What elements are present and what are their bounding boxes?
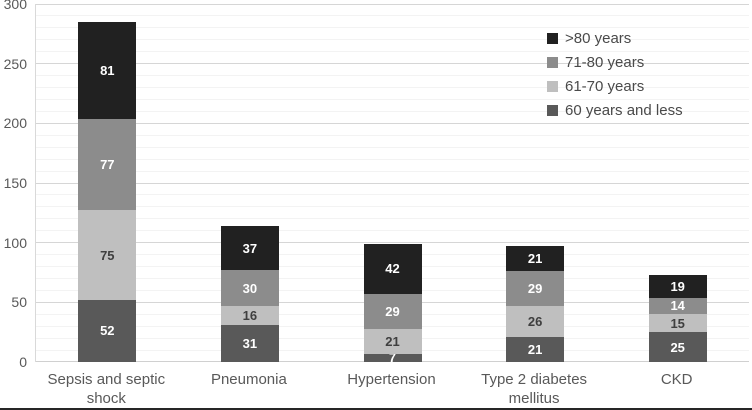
segment-value-label: 19 [670, 278, 685, 294]
bar-segment: 29 [363, 294, 422, 329]
segment-value-label: 21 [527, 341, 543, 357]
stacked-bar: 31 16 30 37 [220, 4, 279, 362]
gridline [36, 194, 749, 196]
bar-segment: 26 [506, 305, 565, 337]
gridline [36, 182, 749, 184]
legend: >80 years 71-80 years 61-70 years 60 years … [547, 31, 683, 127]
x-axis: Sepsis and septic shock Pneumonia Hyperten… [0, 370, 752, 410]
figure-bottom-border [0, 408, 752, 410]
gridline [36, 158, 749, 160]
gridline [36, 134, 749, 136]
y-tick-label: 300 [3, 0, 27, 12]
segment-value-label: 52 [100, 323, 115, 339]
x-category-label: Sepsis and septic shock [47, 371, 166, 407]
y-tick-label: 50 [11, 294, 27, 311]
bar-segment: 42 [363, 243, 422, 294]
stacked-bar: 52 75 77 81 [78, 4, 137, 362]
legend-swatch-icon [547, 57, 558, 68]
bar-segment: 14 [648, 297, 707, 315]
gridline [36, 98, 749, 100]
legend-swatch-icon [547, 33, 558, 44]
legend-item: 60 years and less [547, 103, 683, 118]
segment-value-label: 31 [242, 336, 258, 351]
legend-swatch-icon [547, 81, 558, 92]
gridline [36, 87, 749, 89]
gridline [36, 75, 749, 77]
bar-segment: 19 [648, 274, 707, 298]
plot-area: 52 75 77 81 31 16 30 37 7 21 29 42 21 26 29 21 25 15 14 19 [35, 3, 749, 366]
x-category-label: Hypertension [347, 371, 436, 388]
bar-segment: 81 [78, 21, 137, 119]
legend-item: 61-70 years [547, 79, 683, 94]
segment-value-label: 7 [388, 350, 397, 366]
y-tick-label: 200 [3, 115, 27, 132]
x-category-label: Type 2 diabetes mellitus [481, 371, 588, 407]
gridline [36, 170, 749, 172]
gridline [36, 51, 749, 53]
segment-value-label: 14 [670, 298, 685, 314]
segment-value-label: 26 [527, 313, 543, 329]
bar-segment: 16 [220, 305, 279, 326]
bar-segment: 29 [506, 271, 565, 306]
bar-segment: 21 [363, 328, 422, 354]
gridline [36, 39, 749, 41]
y-tick-label: 150 [3, 175, 27, 191]
segment-value-label: 21 [527, 251, 543, 267]
y-tick-label: 0 [19, 354, 27, 370]
x-category-label: Pneumonia [210, 371, 287, 388]
bar-segment: 77 [78, 118, 137, 211]
bar-segment: 30 [220, 270, 279, 306]
y-tick-label: 250 [3, 55, 27, 72]
segment-value-label: 16 [242, 307, 258, 323]
bar-segment: 52 [78, 299, 137, 362]
legend-swatch-icon [547, 105, 558, 116]
gridline [36, 146, 749, 148]
gridline [36, 63, 749, 65]
segment-value-label: 77 [100, 157, 115, 173]
bar-segment: 25 [648, 332, 707, 362]
segment-value-label: 81 [100, 62, 115, 78]
gridline [36, 3, 749, 5]
stacked-bar: 21 26 29 21 [506, 4, 565, 362]
gridline [36, 15, 749, 17]
bar-segment: 7 [363, 350, 422, 366]
segment-value-label: 21 [385, 333, 400, 349]
legend-item: >80 years [547, 31, 683, 46]
segment-value-label: 25 [670, 339, 685, 355]
gridline [36, 27, 749, 29]
stacked-bar: 25 15 14 19 [648, 4, 707, 362]
segment-value-label: 75 [100, 247, 115, 263]
bar-segment: 21 [506, 246, 565, 272]
segment-value-label: 37 [242, 240, 258, 256]
bar-segment: 75 [78, 210, 137, 300]
segment-value-label: 15 [670, 315, 685, 331]
stacked-bar: 7 21 29 42 [363, 4, 422, 366]
legend-label: >80 years [565, 30, 632, 47]
bar-segment: 21 [506, 336, 565, 362]
segment-value-label: 42 [385, 261, 400, 277]
gridline [36, 110, 749, 112]
legend-label: 71-80 years [565, 54, 645, 71]
segment-value-label: 29 [527, 281, 543, 297]
y-tick-label: 100 [3, 234, 27, 251]
gridline [36, 206, 749, 208]
bar-segment: 15 [648, 314, 707, 333]
gridline [36, 230, 749, 232]
legend-item: 71-80 years [547, 55, 683, 70]
bar-segment: 37 [220, 225, 279, 271]
gridline [36, 122, 749, 124]
gridline [36, 218, 749, 220]
legend-label: 60 years and less [565, 102, 683, 119]
bar-segment: 31 [220, 325, 279, 362]
segment-value-label: 30 [242, 280, 258, 296]
segment-value-label: 29 [385, 303, 400, 319]
x-category-label: CKD [660, 371, 693, 388]
legend-label: 61-70 years [565, 78, 645, 95]
gridline [36, 242, 749, 244]
